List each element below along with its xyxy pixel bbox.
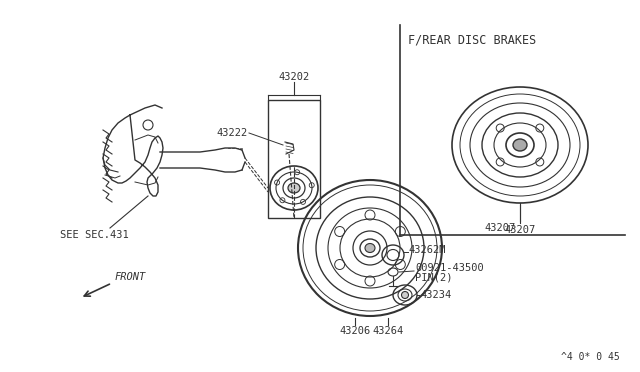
Text: 43207: 43207 bbox=[504, 225, 536, 235]
Text: 43202: 43202 bbox=[278, 72, 310, 82]
Text: FRONT: FRONT bbox=[115, 272, 147, 282]
Bar bbox=[268, 100, 320, 218]
Text: 43264: 43264 bbox=[372, 326, 404, 336]
Text: 43222: 43222 bbox=[217, 128, 248, 138]
Text: ^4 0* 0 45: ^4 0* 0 45 bbox=[561, 352, 620, 362]
Text: 43234: 43234 bbox=[420, 290, 451, 300]
Text: 00921-43500: 00921-43500 bbox=[415, 263, 484, 273]
Text: PIN(2): PIN(2) bbox=[415, 273, 452, 283]
Text: SEE SEC.431: SEE SEC.431 bbox=[60, 230, 129, 240]
Ellipse shape bbox=[288, 183, 300, 193]
Text: 43207: 43207 bbox=[484, 223, 516, 233]
Text: 43262M: 43262M bbox=[408, 245, 445, 255]
Text: 43206: 43206 bbox=[339, 326, 371, 336]
Text: F/REAR DISC BRAKES: F/REAR DISC BRAKES bbox=[408, 33, 536, 46]
Ellipse shape bbox=[365, 244, 375, 253]
Ellipse shape bbox=[513, 139, 527, 151]
Circle shape bbox=[401, 292, 408, 298]
